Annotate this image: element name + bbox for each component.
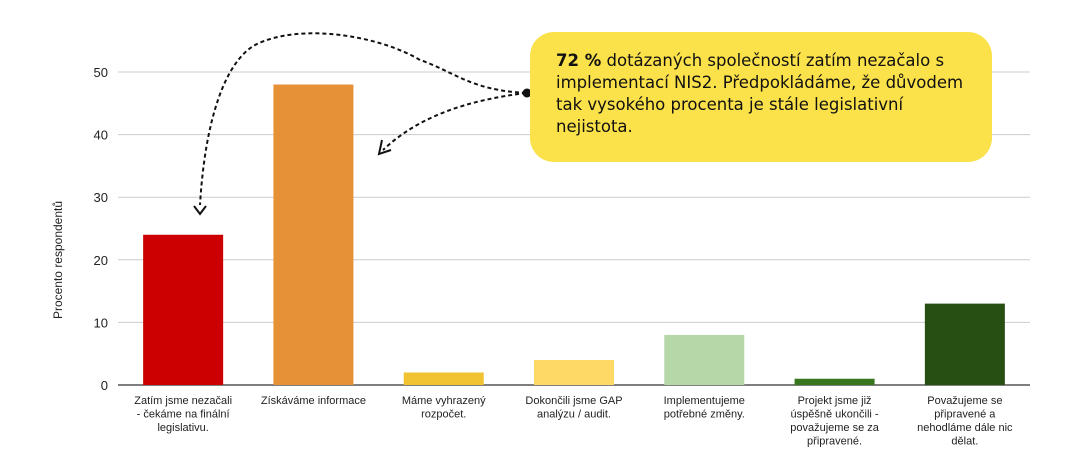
category-label-line: potřebné změny. (664, 409, 745, 421)
category-label-line: připravené. (807, 436, 862, 448)
arrow-line-to-bar-2 (382, 92, 527, 151)
bar (664, 334, 745, 385)
category-label-line: Zatím jsme nezačali (134, 395, 232, 407)
y-axis-label: Procento respondentů (51, 201, 65, 319)
annotation-arrows (193, 32, 532, 216)
category-label: Projekt jsme již úspěšně ukončili -považu… (790, 395, 880, 448)
arrow-head-bar-2 (377, 139, 392, 156)
category-label-line: úspěšně ukončili - (791, 409, 879, 421)
category-label: Dokončili jsme GAP analýzu / audit. (525, 395, 622, 421)
bar (534, 359, 614, 385)
category-label: Považujeme se připravené a nehodláme dále … (917, 395, 1013, 448)
category-label: Získáváme informace (261, 395, 366, 407)
y-tick-label: 0 (101, 378, 108, 393)
bar (273, 84, 354, 386)
category-label-line: - čekáme na finální (137, 409, 230, 421)
category-label-line: Dokončili jsme GAP (525, 395, 622, 407)
category-label: Implementujeme potřebné změny. (664, 395, 745, 421)
y-tick-label: 10 (94, 315, 108, 330)
category-label-line: Implementujeme (664, 395, 745, 407)
y-tick-label: 20 (94, 253, 108, 268)
arrow-line-to-bar-1 (199, 32, 527, 206)
y-tick-label: 40 (94, 128, 108, 143)
bar (143, 234, 224, 385)
bars (143, 84, 1005, 386)
category-label-line: Projekt jsme již (798, 395, 872, 407)
category-label-line: dělat. (951, 436, 978, 448)
arrow-origin-dot (522, 88, 532, 98)
category-label-line: rozpočet. (421, 409, 466, 421)
category-label-line: Považujeme se (927, 395, 1002, 407)
category-label-line: připravené a (934, 409, 996, 421)
bar (794, 378, 875, 385)
category-label: Zatím jsme nezačali - čekáme na finální le… (134, 395, 232, 434)
bar (924, 303, 1005, 385)
category-label: Máme vyhrazený rozpočet. (402, 395, 486, 421)
callout-bold-text: 72 % (556, 51, 602, 70)
annotation-callout: 72 % dotázaných společností zatím nezača… (530, 32, 992, 162)
category-label-line: považujeme se za (790, 422, 880, 434)
callout-text: dotázaných společností zatím nezačalo s … (556, 51, 964, 136)
y-tick-label: 30 (94, 190, 108, 205)
category-label-line: legislativu. (157, 422, 208, 434)
arrow-head-bar-1 (193, 205, 207, 216)
y-axis-ticks: 0 10 20 30 40 50 (94, 65, 108, 393)
category-labels: Zatím jsme nezačali - čekáme na finální le… (134, 395, 1013, 448)
category-label-line: analýzu / audit. (537, 409, 611, 421)
category-label-line: Máme vyhrazený (402, 395, 486, 407)
category-label-line: nehodláme dále nic (917, 422, 1013, 434)
bar (403, 372, 484, 385)
category-label-line: Získáváme informace (261, 395, 366, 407)
y-tick-label: 50 (94, 65, 108, 80)
